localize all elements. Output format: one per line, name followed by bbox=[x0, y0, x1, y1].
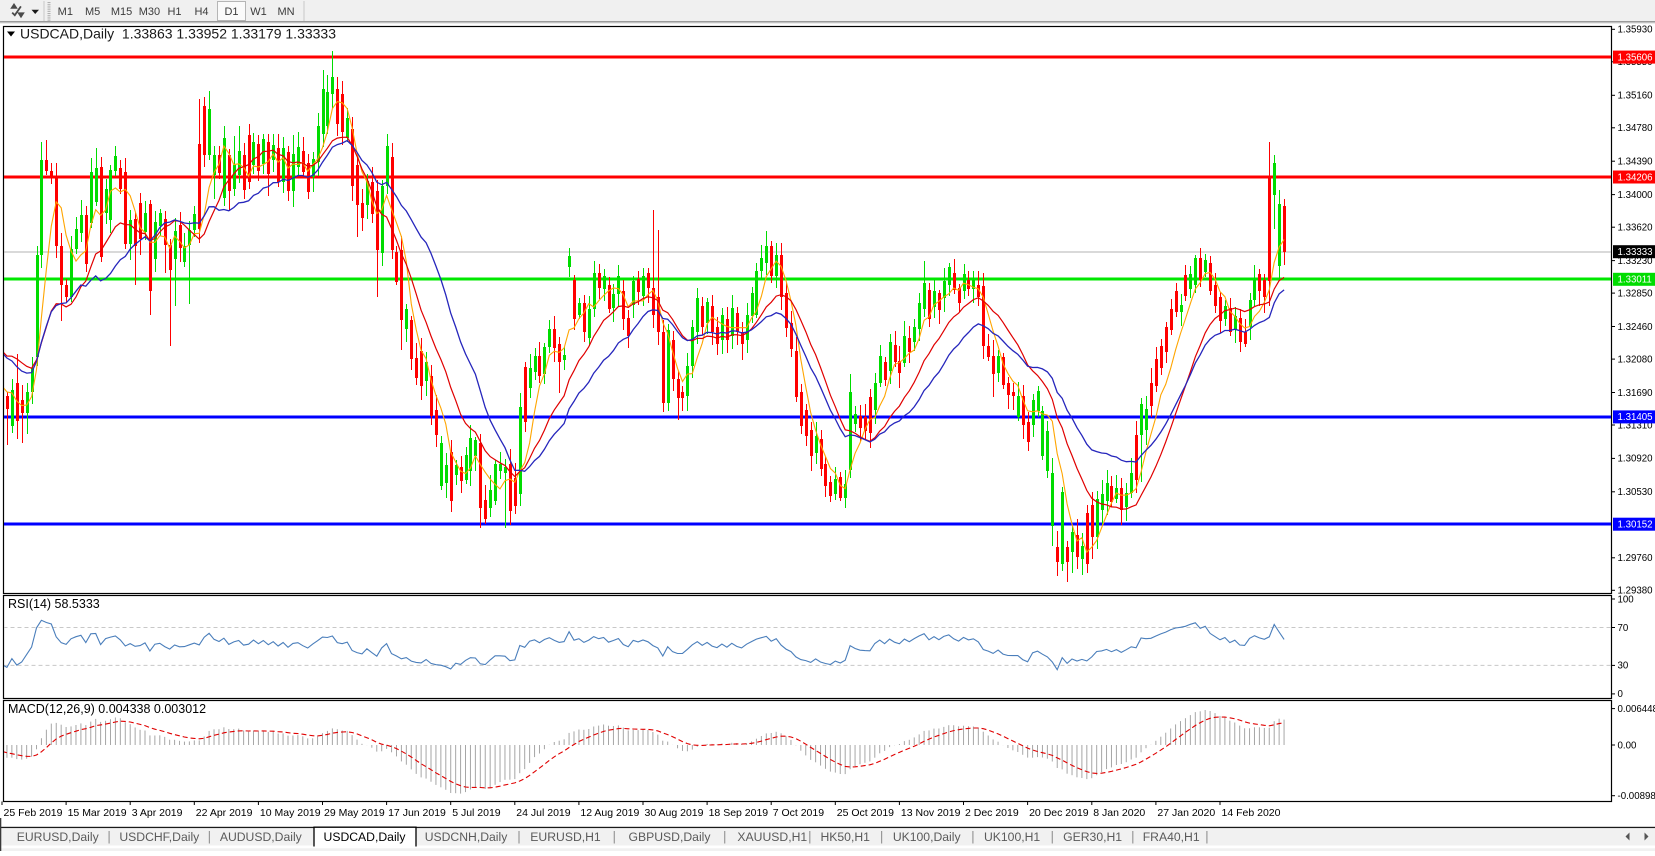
svg-text:USDCNH,Daily: USDCNH,Daily bbox=[425, 830, 509, 844]
svg-text:UK100,H1: UK100,H1 bbox=[984, 830, 1040, 844]
svg-text:1.33620: 1.33620 bbox=[1618, 223, 1654, 234]
svg-text:1.33011: 1.33011 bbox=[1618, 275, 1652, 286]
svg-text:25 Feb 2019: 25 Feb 2019 bbox=[4, 807, 63, 819]
svg-text:FRA40,H1: FRA40,H1 bbox=[1143, 830, 1200, 844]
svg-text:17 Jun 2019: 17 Jun 2019 bbox=[388, 807, 446, 819]
svg-text:2 Dec 2019: 2 Dec 2019 bbox=[965, 807, 1019, 819]
svg-text:USDCAD,Daily: USDCAD,Daily bbox=[324, 830, 407, 844]
svg-text:27 Jan 2020: 27 Jan 2020 bbox=[1157, 807, 1215, 819]
svg-text:18 Sep 2019: 18 Sep 2019 bbox=[709, 807, 769, 819]
svg-text:1.35160: 1.35160 bbox=[1618, 91, 1654, 102]
svg-text:XAUUSD,H1: XAUUSD,H1 bbox=[737, 830, 807, 844]
svg-text:GER30,H1: GER30,H1 bbox=[1063, 830, 1122, 844]
svg-text:1.30920: 1.30920 bbox=[1618, 454, 1654, 465]
svg-text:10 May 2019: 10 May 2019 bbox=[260, 807, 321, 819]
svg-text:25 Oct 2019: 25 Oct 2019 bbox=[837, 807, 894, 819]
svg-text:30: 30 bbox=[1618, 661, 1629, 672]
svg-text:30 Aug 2019: 30 Aug 2019 bbox=[645, 807, 704, 819]
svg-text:1.31405: 1.31405 bbox=[1618, 412, 1653, 423]
svg-text:15 Mar 2019: 15 Mar 2019 bbox=[68, 807, 127, 819]
svg-text:29 May 2019: 29 May 2019 bbox=[324, 807, 385, 819]
svg-text:1.34780: 1.34780 bbox=[1618, 123, 1654, 134]
svg-text:7 Oct 2019: 7 Oct 2019 bbox=[773, 807, 825, 819]
svg-text:70: 70 bbox=[1618, 623, 1629, 634]
svg-text:MACD(12,26,9) 0.004338 0.00301: MACD(12,26,9) 0.004338 0.003012 bbox=[8, 702, 206, 716]
svg-text:22 Apr 2019: 22 Apr 2019 bbox=[196, 807, 253, 819]
svg-text:MN: MN bbox=[277, 6, 294, 18]
svg-text:13 Nov 2019: 13 Nov 2019 bbox=[901, 807, 961, 819]
svg-text:M5: M5 bbox=[85, 6, 100, 18]
svg-text:H4: H4 bbox=[194, 6, 208, 18]
svg-text:1.32080: 1.32080 bbox=[1618, 354, 1654, 365]
svg-text:5 Jul 2019: 5 Jul 2019 bbox=[452, 807, 501, 819]
svg-text:14 Feb 2020: 14 Feb 2020 bbox=[1222, 807, 1281, 819]
svg-text:0.006448: 0.006448 bbox=[1618, 704, 1655, 715]
svg-text:EURUSD,H1: EURUSD,H1 bbox=[530, 830, 601, 844]
svg-text:1.32850: 1.32850 bbox=[1618, 288, 1654, 299]
svg-text:M30: M30 bbox=[139, 6, 160, 18]
svg-text:1.29760: 1.29760 bbox=[1618, 553, 1654, 564]
svg-text:W1: W1 bbox=[250, 6, 267, 18]
svg-text:1.34206: 1.34206 bbox=[1618, 172, 1653, 183]
svg-text:0.00: 0.00 bbox=[1618, 740, 1637, 751]
svg-text:1.34390: 1.34390 bbox=[1618, 157, 1654, 168]
svg-text:UK100,Daily: UK100,Daily bbox=[893, 830, 962, 844]
svg-text:EURUSD,Daily: EURUSD,Daily bbox=[17, 830, 100, 844]
svg-text:M1: M1 bbox=[58, 6, 73, 18]
svg-text:HK50,H1: HK50,H1 bbox=[820, 830, 870, 844]
svg-text:USDCHF,Daily: USDCHF,Daily bbox=[119, 830, 200, 844]
svg-text:D1: D1 bbox=[224, 6, 238, 18]
svg-text:GBPUSD,Daily: GBPUSD,Daily bbox=[629, 830, 712, 844]
svg-text:RSI(14) 58.5333: RSI(14) 58.5333 bbox=[8, 597, 100, 611]
svg-text:8 Jan 2020: 8 Jan 2020 bbox=[1093, 807, 1145, 819]
svg-text:0: 0 bbox=[1618, 689, 1624, 700]
svg-text:1.32460: 1.32460 bbox=[1618, 322, 1654, 333]
svg-text:1.31690: 1.31690 bbox=[1618, 388, 1654, 399]
svg-text:24 Jul 2019: 24 Jul 2019 bbox=[516, 807, 570, 819]
svg-text:3 Apr 2019: 3 Apr 2019 bbox=[132, 807, 183, 819]
svg-text:1.33333: 1.33333 bbox=[1618, 247, 1653, 258]
svg-text:1.35930: 1.35930 bbox=[1618, 25, 1654, 36]
svg-text:AUDUSD,Daily: AUDUSD,Daily bbox=[220, 830, 303, 844]
svg-text:1.30530: 1.30530 bbox=[1618, 487, 1654, 498]
svg-text:1.30152: 1.30152 bbox=[1618, 520, 1653, 531]
svg-text:M15: M15 bbox=[111, 6, 132, 18]
svg-text:100: 100 bbox=[1618, 594, 1635, 605]
svg-text:1.34000: 1.34000 bbox=[1618, 190, 1654, 201]
svg-text:H1: H1 bbox=[167, 6, 181, 18]
svg-text:USDCAD,Daily 1.33863 1.33952: USDCAD,Daily 1.33863 1.33952 1.33179 1.3… bbox=[20, 26, 336, 42]
svg-text:12 Aug 2019: 12 Aug 2019 bbox=[580, 807, 639, 819]
svg-text:20 Dec 2019: 20 Dec 2019 bbox=[1029, 807, 1089, 819]
svg-text:1.35606: 1.35606 bbox=[1618, 52, 1653, 63]
